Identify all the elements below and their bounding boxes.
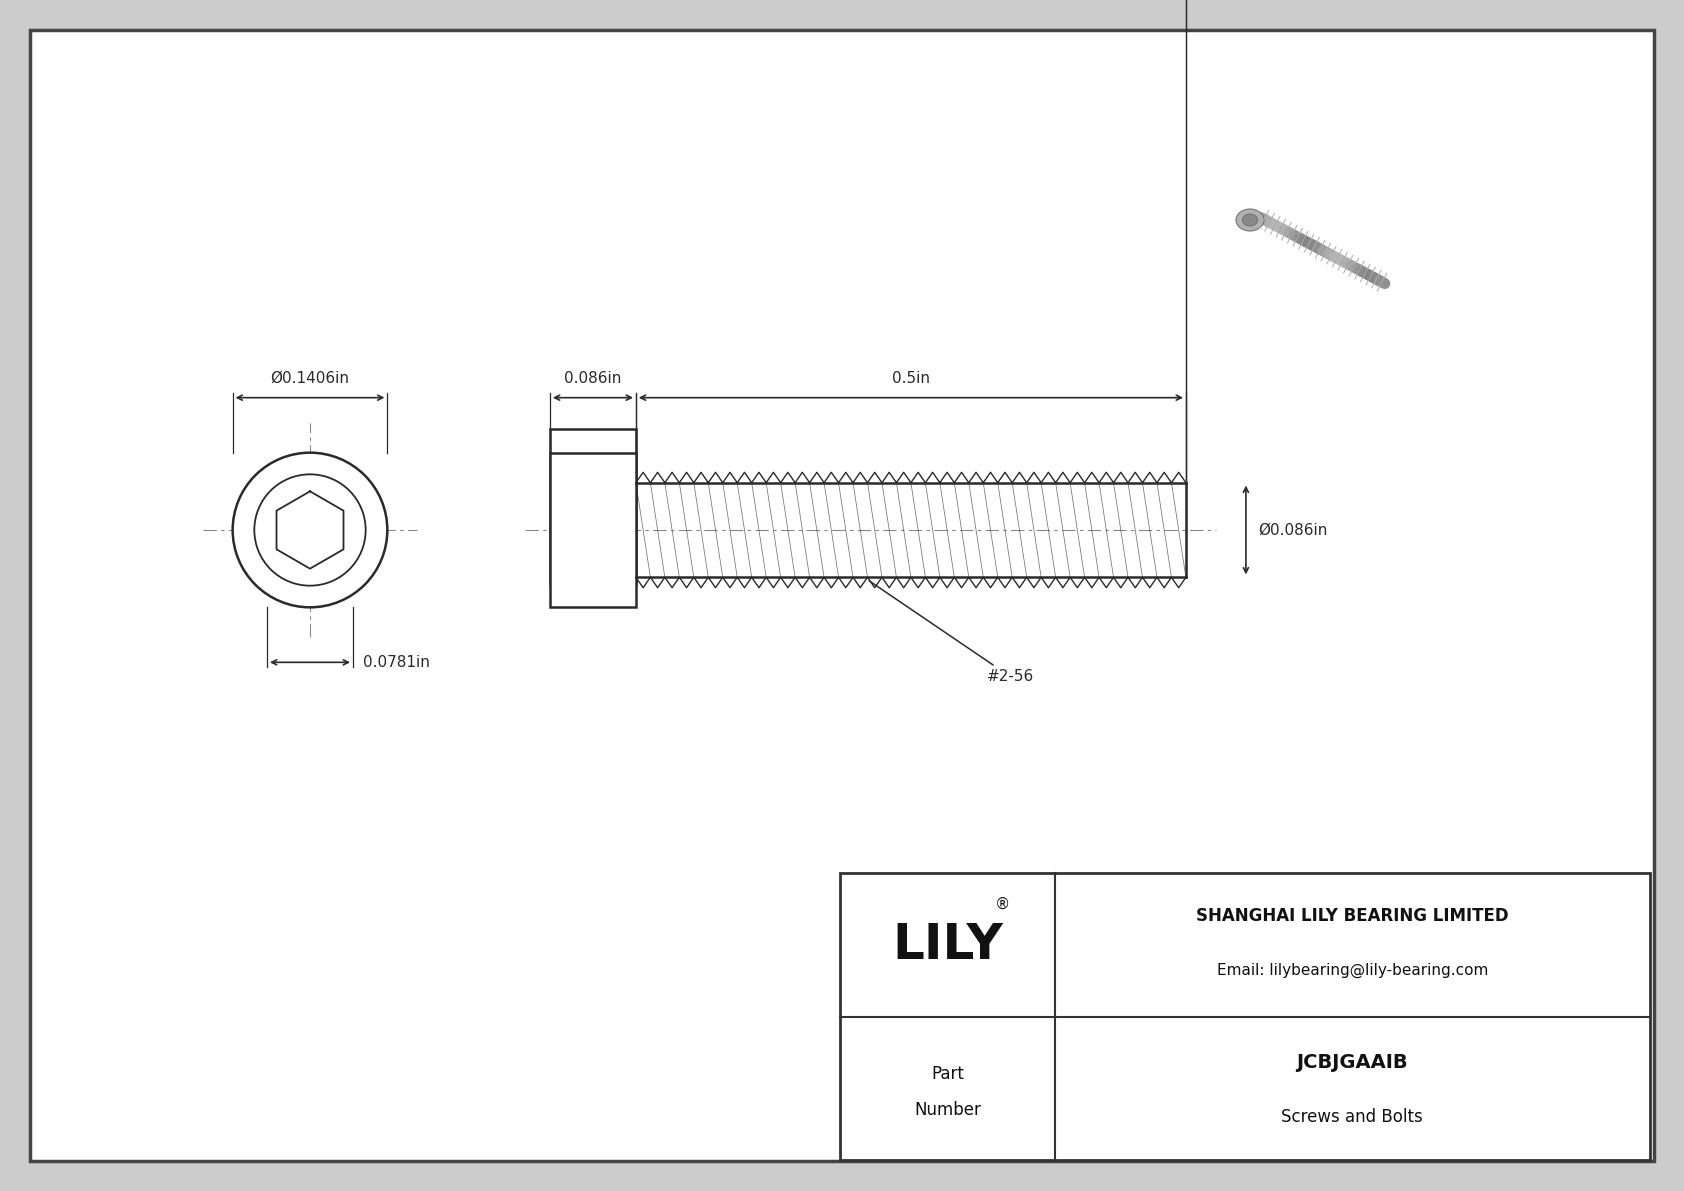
Text: Screws and Bolts: Screws and Bolts xyxy=(1282,1108,1423,1125)
Bar xyxy=(551,453,637,607)
Text: Email: lilybearing@lily-bearing.com: Email: lilybearing@lily-bearing.com xyxy=(1216,964,1489,978)
Text: Ø0.086in: Ø0.086in xyxy=(1258,523,1327,537)
Ellipse shape xyxy=(1236,208,1265,231)
Text: JCBJGAAIB: JCBJGAAIB xyxy=(1297,1053,1408,1072)
Text: SHANGHAI LILY BEARING LIMITED: SHANGHAI LILY BEARING LIMITED xyxy=(1196,908,1509,925)
Text: 0.086in: 0.086in xyxy=(564,370,621,386)
Text: LILY: LILY xyxy=(893,921,1002,968)
Text: Number: Number xyxy=(914,1100,980,1118)
Text: 0.5in: 0.5in xyxy=(893,370,930,386)
Circle shape xyxy=(232,453,387,607)
Ellipse shape xyxy=(1243,214,1258,226)
Text: #2-56: #2-56 xyxy=(869,581,1034,685)
Bar xyxy=(551,429,637,584)
Text: Part: Part xyxy=(931,1065,963,1083)
Text: Ø0.1406in: Ø0.1406in xyxy=(271,370,350,386)
Text: ®: ® xyxy=(995,897,1010,912)
Text: 0.0781in: 0.0781in xyxy=(364,655,429,669)
Bar xyxy=(840,873,1650,1160)
Circle shape xyxy=(254,474,365,586)
